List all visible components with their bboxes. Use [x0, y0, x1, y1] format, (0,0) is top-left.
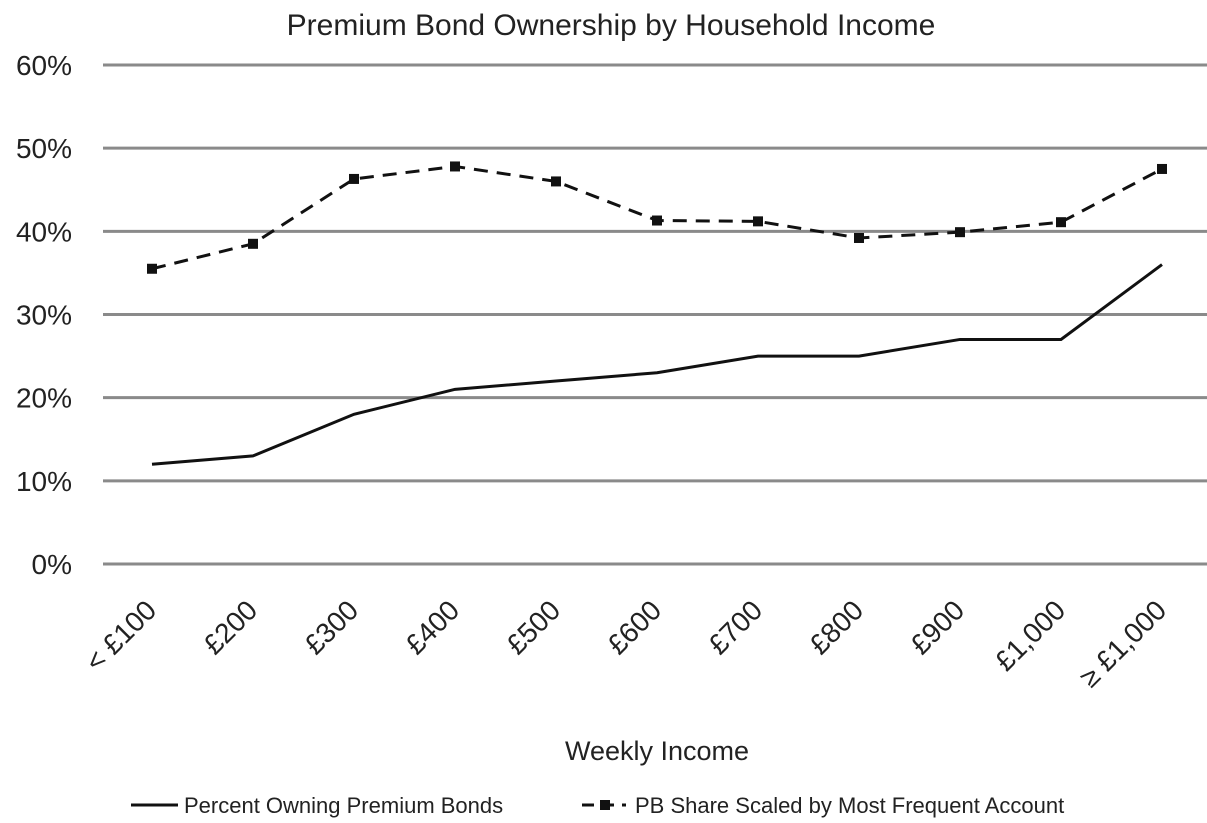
data-point-marker [450, 161, 460, 172]
series-line-ownership [151, 263, 1163, 466]
legend-item-dashed: PB Share Scaled by Most Frequent Account [582, 793, 1064, 818]
data-point-marker [349, 173, 359, 184]
data-point-marker [854, 232, 864, 243]
legend-label-solid: Percent Owning Premium Bonds [184, 793, 503, 818]
chart-title: Premium Bond Ownership by Household Inco… [287, 9, 936, 42]
data-point-marker [551, 176, 561, 187]
x-tick-label: £1,000 [989, 594, 1071, 676]
x-tick-label: £300 [298, 594, 364, 660]
legend-marker-square [600, 800, 610, 810]
legend-label-dashed: PB Share Scaled by Most Frequent Account [635, 793, 1064, 818]
series-layer [147, 161, 1167, 466]
x-tick-label: £900 [904, 594, 970, 660]
x-tick-label: £600 [601, 594, 667, 660]
data-point-marker [1157, 163, 1167, 174]
y-tick-label: 50% [16, 133, 72, 164]
y-tick-label: 0% [32, 549, 72, 580]
legend-item-solid: Percent Owning Premium Bonds [131, 793, 503, 818]
legend: Percent Owning Premium Bonds PB Share Sc… [131, 793, 1064, 818]
x-tick-label: £200 [197, 594, 263, 660]
y-axis-ticks: 0% 10% 20% 30% 40% 50% 60% [16, 50, 72, 580]
gridlines [103, 63, 1207, 566]
x-axis-label: Weekly Income [565, 736, 749, 766]
y-tick-label: 20% [16, 383, 72, 414]
data-point-marker [147, 263, 157, 274]
y-tick-label: 30% [16, 300, 72, 331]
x-tick-label: £400 [399, 594, 465, 660]
data-point-marker [753, 216, 763, 227]
data-point-marker [1056, 217, 1066, 228]
y-tick-label: 40% [16, 216, 72, 247]
data-point-marker [248, 238, 258, 249]
y-tick-label: 10% [16, 466, 72, 497]
x-tick-label: £500 [500, 594, 566, 660]
x-tick-label: < £100 [79, 594, 162, 677]
x-axis-ticks: < £100 £200 £300 £400 £500 £600 £700 £800 £900 £1… [79, 594, 1172, 693]
y-tick-label: 60% [16, 50, 72, 81]
x-tick-label: £700 [702, 594, 768, 660]
data-point-marker [955, 227, 965, 238]
x-tick-label: £800 [803, 594, 869, 660]
x-tick-label: ≥ £1,000 [1073, 594, 1172, 693]
data-point-marker [652, 215, 662, 226]
